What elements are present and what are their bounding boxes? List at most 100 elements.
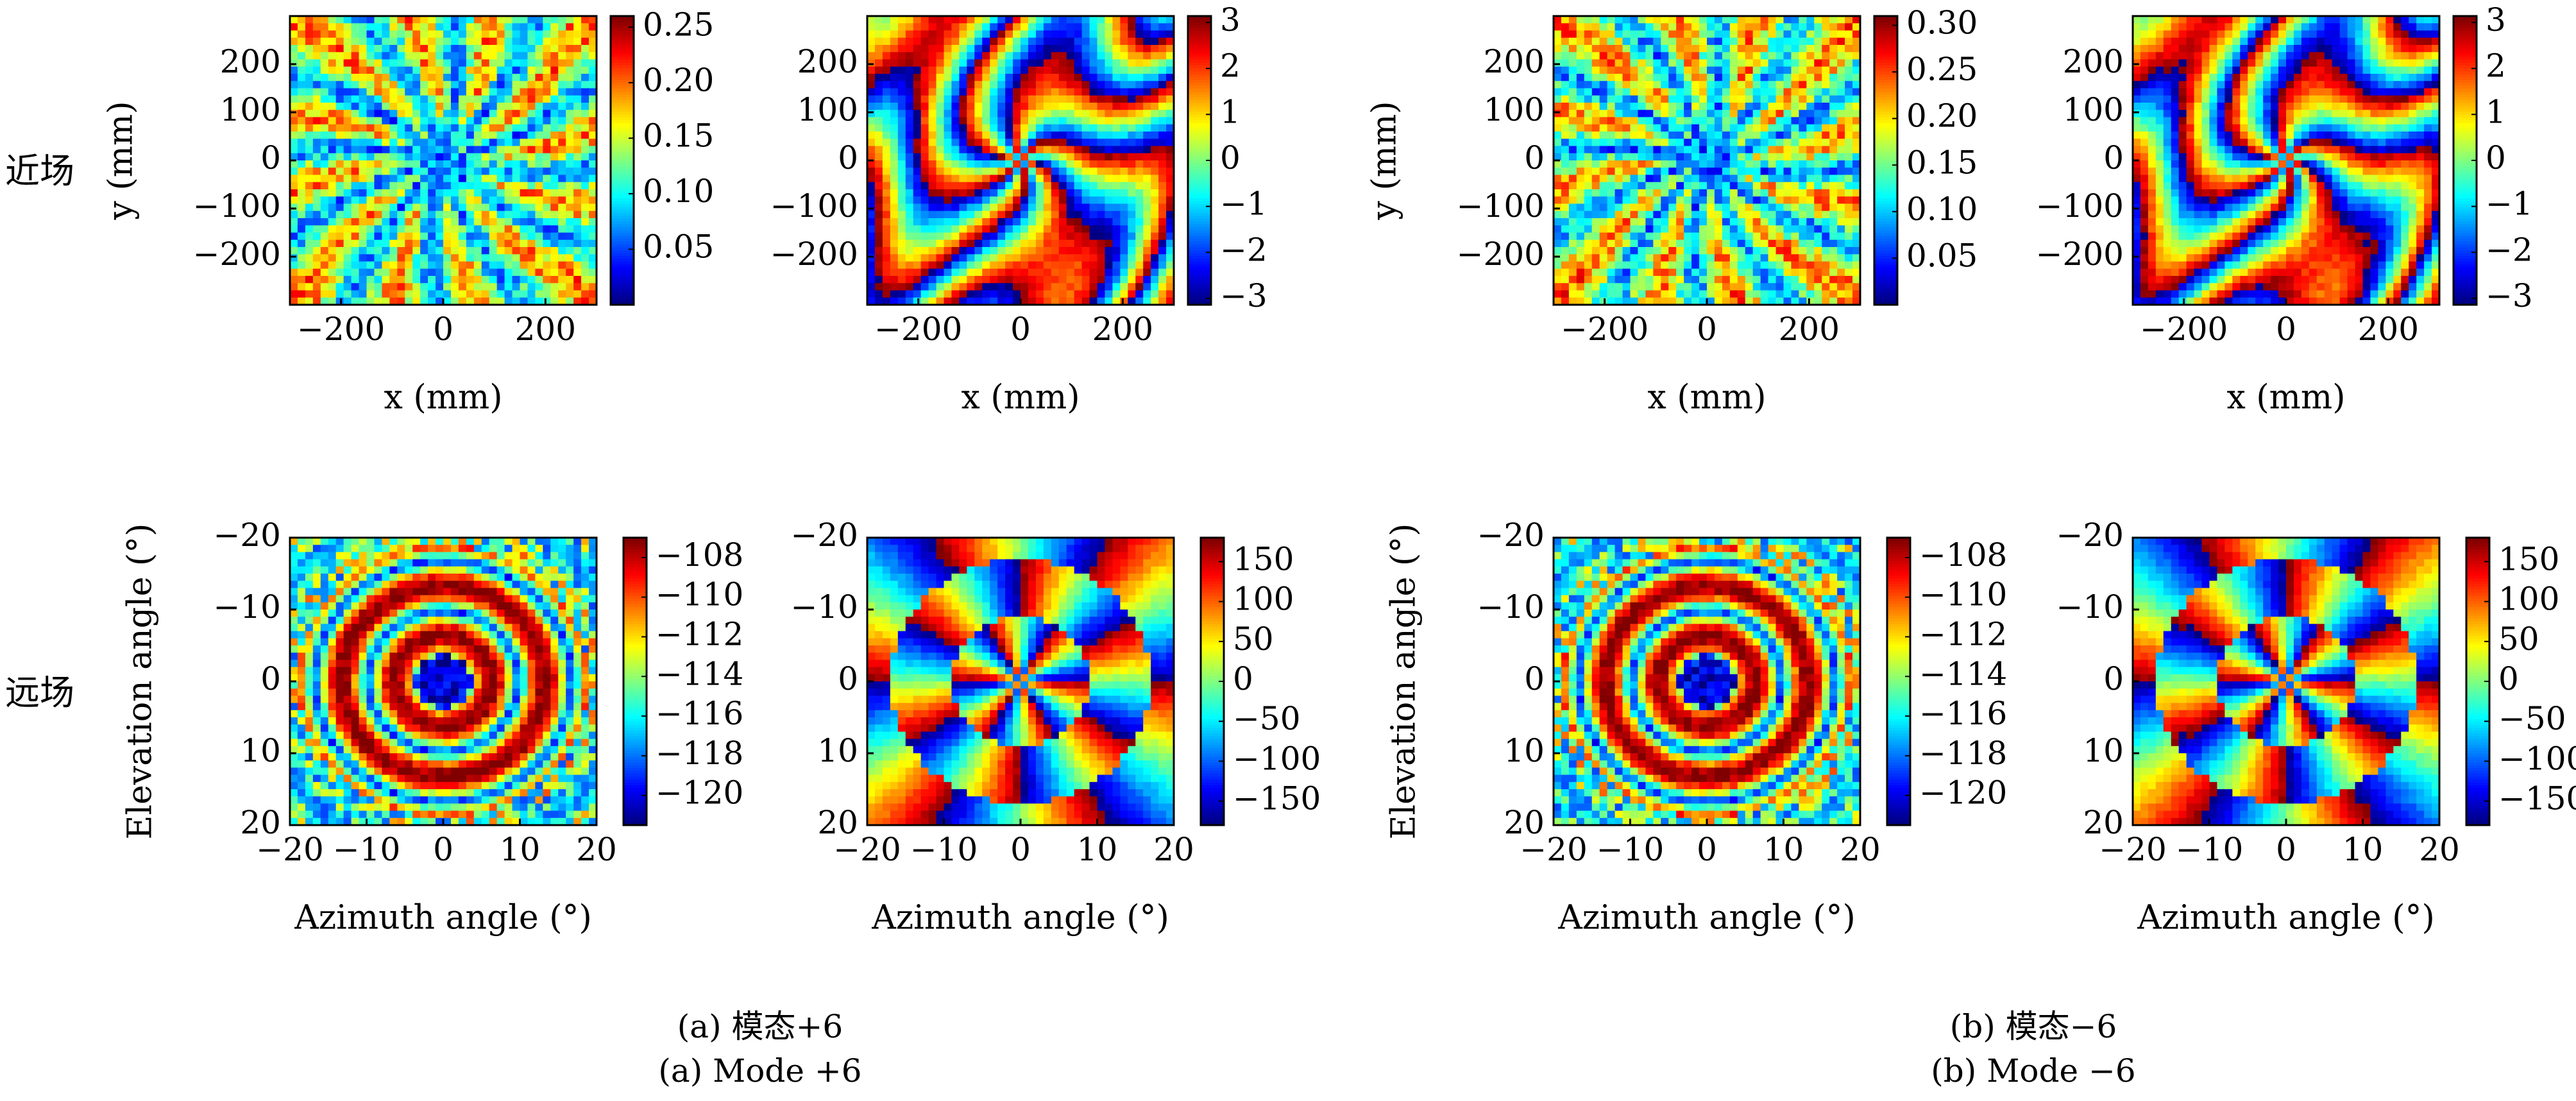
heatmap-cell: [351, 261, 360, 269]
heatmap-cell: [1081, 117, 1090, 125]
colorbar-step: [1188, 184, 1211, 187]
heatmap-cell: [897, 276, 906, 284]
heatmap-cell: [1768, 16, 1777, 24]
heatmap-cell: [1822, 52, 1830, 60]
heatmap-cell: [944, 146, 953, 154]
heatmap-cell: [882, 225, 891, 234]
heatmap-cell: [366, 160, 375, 168]
heatmap-cell: [1829, 268, 1838, 277]
heatmap-cell: [1599, 117, 1608, 125]
heatmap-cell: [1768, 261, 1777, 269]
heatmap-cell: [1576, 297, 1585, 305]
heatmap-cell: [504, 196, 513, 205]
heatmap-cell: [944, 290, 953, 298]
heatmap-cell: [990, 175, 998, 183]
heatmap-cell: [1768, 124, 1777, 132]
heatmap-cell: [1837, 23, 1845, 31]
heatmap-cell: [905, 132, 914, 139]
heatmap-cell: [1005, 290, 1013, 298]
heatmap-cell: [1729, 218, 1738, 226]
heatmap-cell: [589, 103, 597, 110]
heatmap-cell: [1822, 139, 1830, 147]
heatmap-cell: [1737, 290, 1746, 298]
heatmap-cell: [382, 189, 390, 197]
heatmap-cell: [990, 232, 998, 241]
heatmap-cell: [405, 268, 413, 277]
heatmap-cell: [1799, 175, 1807, 183]
heatmap-cell: [982, 132, 990, 139]
heatmap-cell: [382, 132, 390, 139]
heatmap-cell: [290, 81, 298, 89]
heatmap-cell: [1021, 81, 1029, 89]
heatmap-cell: [1568, 167, 1577, 176]
heatmap-cell: [512, 189, 521, 197]
heatmap-cell: [1166, 210, 1174, 219]
heatmap-cell: [1584, 276, 1593, 284]
heatmap-cell: [1561, 203, 1570, 212]
heatmap-cell: [1729, 276, 1738, 284]
heatmap-cell: [297, 160, 306, 168]
heatmap-cell: [450, 239, 459, 248]
heatmap-cell: [1120, 132, 1128, 139]
heatmap-cell: [1645, 16, 1654, 24]
heatmap-cell: [982, 203, 990, 212]
heatmap-cell: [936, 268, 945, 277]
heatmap-cell: [405, 160, 413, 168]
heatmap-cell: [305, 81, 314, 89]
heatmap-cell: [1661, 16, 1669, 24]
heatmap-cell: [1158, 103, 1167, 110]
heatmap-cell: [412, 30, 421, 38]
heatmap-cell: [1158, 132, 1167, 139]
heatmap-cell: [489, 139, 498, 147]
colorbar-step: [611, 250, 634, 253]
colorbar-step: [1188, 155, 1211, 158]
heatmap-cell: [1151, 153, 1159, 161]
colorbar-step: [611, 184, 634, 187]
heatmap-cell: [1607, 74, 1616, 81]
heatmap-cell: [520, 59, 529, 67]
heatmap-cell: [874, 37, 883, 46]
heatmap-cell: [589, 232, 597, 241]
colorbar-step: [1188, 47, 1211, 51]
heatmap-cell: [312, 81, 321, 89]
heatmap-cell: [512, 16, 521, 24]
heatmap-cell: [343, 232, 352, 241]
colorbar-step: [1188, 126, 1211, 130]
heatmap-cell: [1105, 175, 1113, 183]
heatmap-cell: [535, 218, 543, 226]
heatmap-cell: [359, 239, 368, 248]
heatmap-cell: [397, 254, 405, 262]
heatmap-cell: [974, 182, 983, 190]
heatmap-cell: [412, 268, 421, 277]
heatmap-cell: [1043, 81, 1052, 89]
heatmap-cell: [466, 283, 475, 291]
heatmap-cell: [1645, 232, 1654, 241]
heatmap-cell: [450, 132, 459, 139]
heatmap-cell: [450, 153, 459, 161]
heatmap-cell: [1684, 189, 1692, 197]
heatmap-cell: [1051, 52, 1060, 60]
heatmap-cell: [566, 254, 574, 262]
colorbar-step: [611, 247, 634, 251]
heatmap-cell: [420, 117, 428, 125]
heatmap-cell: [581, 239, 589, 248]
colorbar-step: [611, 253, 634, 257]
heatmap-cell: [974, 59, 983, 67]
heatmap-cell: [412, 103, 421, 110]
heatmap-cell: [1143, 117, 1151, 125]
heatmap-cell: [1166, 153, 1174, 161]
heatmap-cell: [1661, 139, 1669, 147]
heatmap-cell: [967, 218, 975, 226]
heatmap-cell: [343, 117, 352, 125]
heatmap-cell: [890, 167, 899, 176]
heatmap-cell: [1799, 160, 1807, 168]
heatmap-cell: [405, 196, 413, 205]
heatmap-cell: [543, 37, 551, 46]
heatmap-cell: [1676, 290, 1684, 298]
heatmap-cell: [397, 37, 405, 46]
heatmap-cell: [1561, 124, 1570, 132]
heatmap-cell: [1614, 290, 1623, 298]
heatmap-cell: [1120, 160, 1128, 168]
heatmap-cell: [473, 110, 482, 118]
heatmap-cell: [1829, 290, 1838, 298]
